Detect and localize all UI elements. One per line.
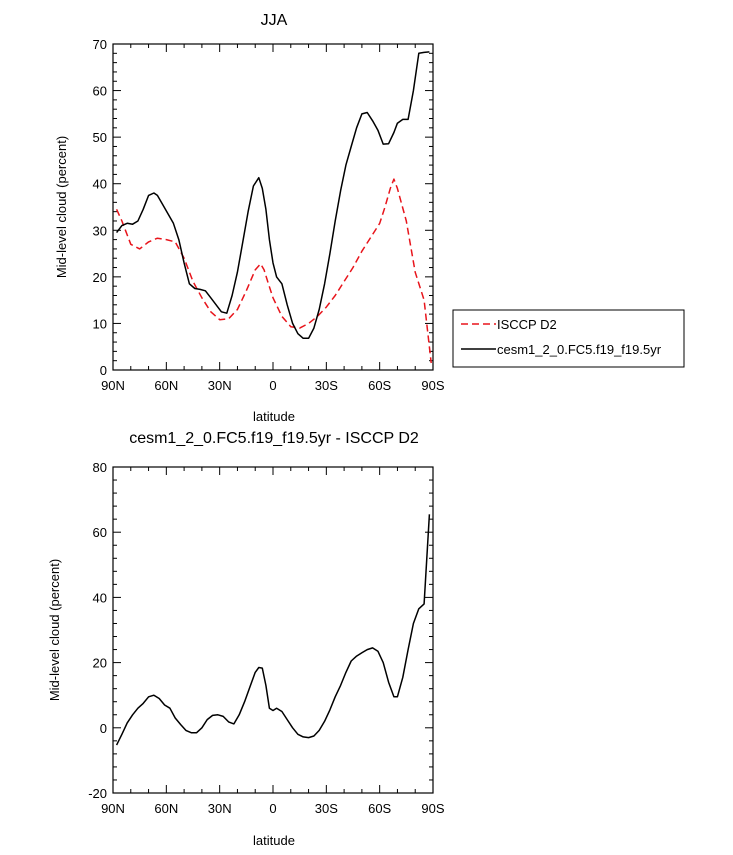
- top-y-tick-label: 60: [93, 84, 107, 99]
- bottom-y-tick-label: -20: [88, 786, 107, 801]
- top-chart-ylabel: Mid-level cloud (percent): [54, 136, 69, 278]
- legend-label-isccp: ISCCP D2: [497, 317, 557, 332]
- bottom-x-tick-label: 90N: [101, 801, 125, 816]
- bottom-chart-series-group: [115, 514, 431, 746]
- legend-box: [452, 309, 685, 368]
- bottom-x-tick-label: 30S: [315, 801, 338, 816]
- top-chart: JJA Mid-level cloud (percent) latitude 9…: [54, 12, 445, 424]
- top-x-tick-label: 90N: [101, 378, 125, 393]
- top-chart-frame: [112, 43, 434, 371]
- bottom-series-line-0: [115, 514, 431, 746]
- top-chart-axes: 90N 60N 30N 0 30S 60S 90S 0 10 20 30 40 50 60 70: [93, 37, 445, 393]
- top-series-line-0: [115, 178, 432, 364]
- bottom-chart-xlabel: latitude: [253, 833, 295, 848]
- bottom-x-tick-label: 0: [269, 801, 276, 816]
- top-y-tick-label: 70: [93, 37, 107, 52]
- top-series-line-1: [116, 51, 430, 340]
- bottom-chart-frame: [112, 466, 434, 794]
- bottom-y-tick-label: 80: [93, 460, 107, 475]
- top-x-tick-label: 0: [269, 378, 276, 393]
- bottom-x-tick-label: 90S: [421, 801, 444, 816]
- bottom-x-tick-label: 60S: [368, 801, 391, 816]
- legend: ISCCP D2 cesm1_2_0.FC5.f19_f19.5yr: [452, 309, 685, 368]
- top-x-tick-label: 30S: [315, 378, 338, 393]
- bottom-chart: cesm1_2_0.FC5.f19_f19.5yr - ISCCP D2 Mid…: [47, 430, 445, 848]
- bottom-chart-title: cesm1_2_0.FC5.f19_f19.5yr - ISCCP D2: [129, 430, 419, 447]
- bottom-x-tick-label: 30N: [208, 801, 232, 816]
- bottom-y-tick-label: 0: [100, 721, 107, 736]
- top-x-tick-label: 90S: [421, 378, 444, 393]
- top-x-tick-label: 60S: [368, 378, 391, 393]
- top-y-tick-label: 40: [93, 177, 107, 192]
- bottom-x-tick-label: 60N: [154, 801, 178, 816]
- top-y-tick-label: 0: [100, 363, 107, 378]
- top-x-tick-label: 60N: [154, 378, 178, 393]
- bottom-chart-ylabel: Mid-level cloud (percent): [47, 559, 62, 701]
- bottom-chart-axes: 90N 60N 30N 0 30S 60S 90S -20 0 20 40 60 80: [88, 460, 445, 816]
- top-chart-series-group: [115, 51, 432, 364]
- top-chart-xlabel: latitude: [253, 409, 295, 424]
- top-x-tick-label: 30N: [208, 378, 232, 393]
- top-y-tick-label: 20: [93, 270, 107, 285]
- top-y-tick-label: 30: [93, 223, 107, 238]
- bottom-y-tick-label: 60: [93, 525, 107, 540]
- top-chart-title: JJA: [261, 12, 288, 29]
- bottom-y-tick-label: 40: [93, 590, 107, 605]
- top-y-tick-label: 10: [93, 316, 107, 331]
- legend-label-cesm: cesm1_2_0.FC5.f19_f19.5yr: [497, 342, 662, 357]
- top-y-tick-label: 50: [93, 130, 107, 145]
- bottom-y-tick-label: 20: [93, 656, 107, 671]
